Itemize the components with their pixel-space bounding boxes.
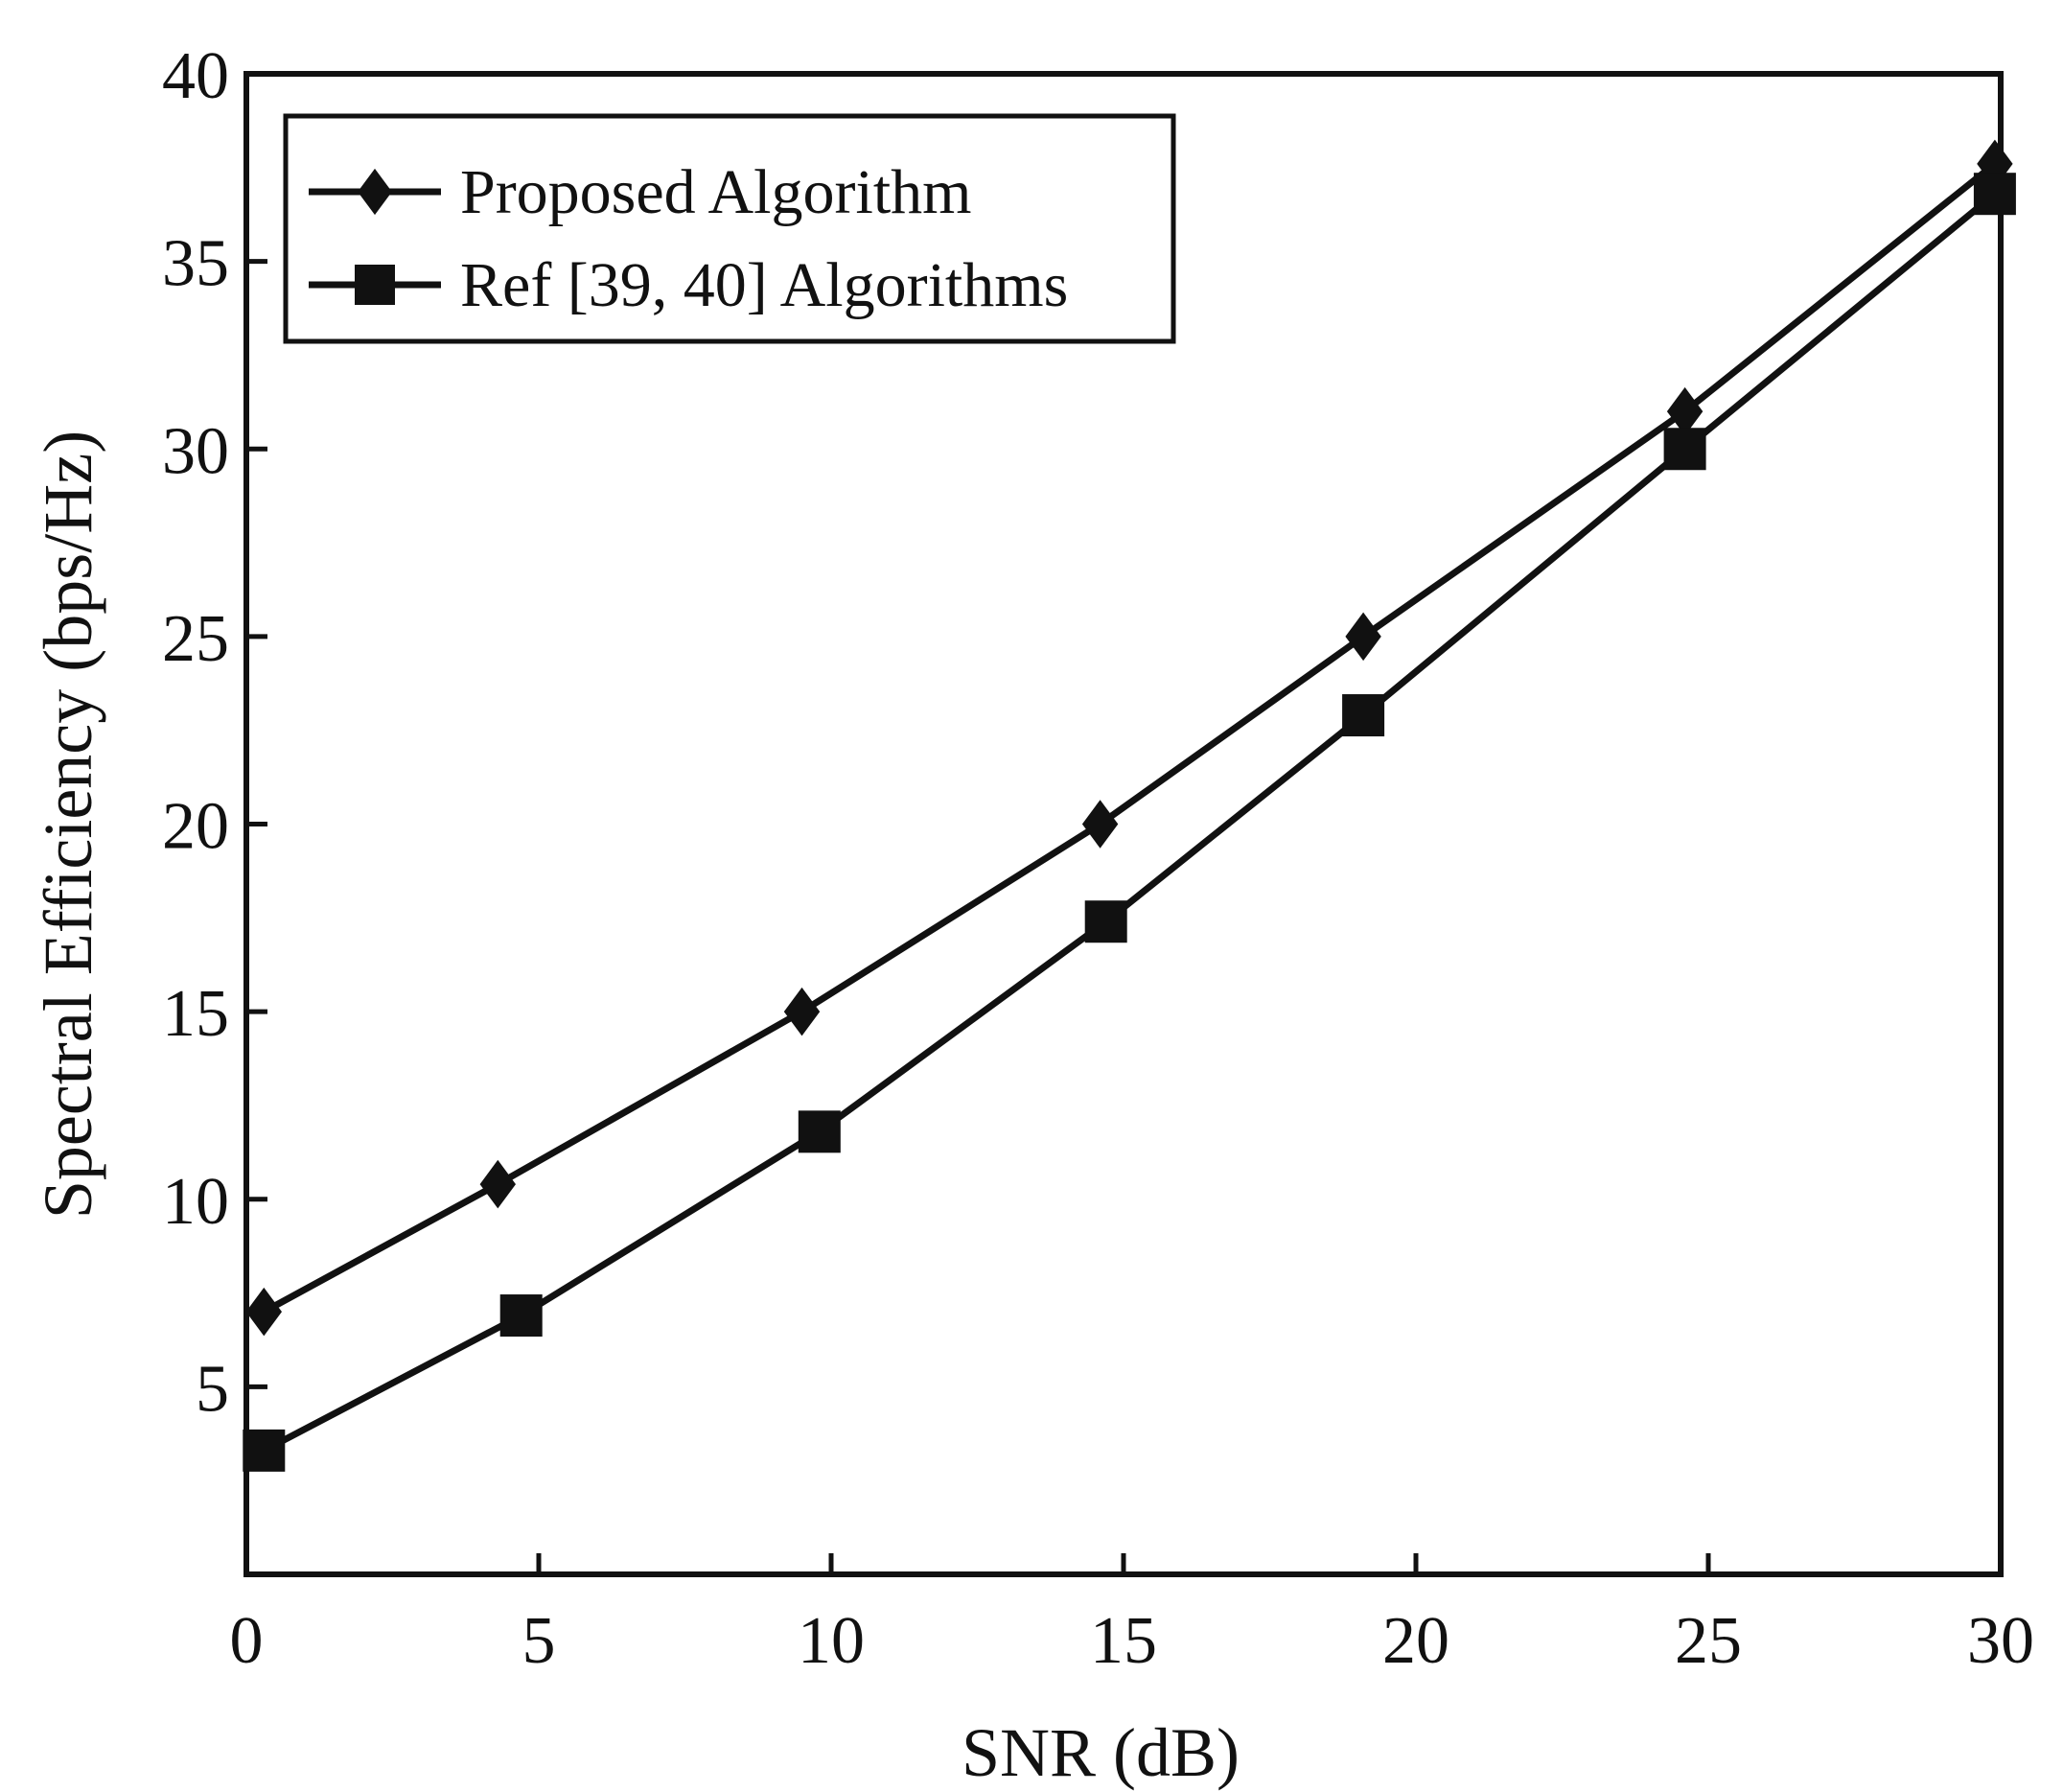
- legend-marker: [355, 265, 395, 305]
- legend-item-2: Ref [39, 40] Algorithms: [309, 250, 1068, 320]
- data-point: [783, 987, 821, 1036]
- y-tick-label: 25: [162, 602, 229, 676]
- series-2: [243, 173, 2016, 1472]
- x-tick-label: 25: [1675, 1604, 1742, 1678]
- legend: Proposed Algorithm Ref [39, 40] Algorithm…: [283, 113, 1176, 344]
- y-tick-label: 30: [162, 414, 229, 488]
- data-point: [243, 1429, 286, 1472]
- x-tick-label: 5: [522, 1604, 556, 1678]
- series-layer: [243, 139, 2016, 1472]
- data-point: [499, 1294, 543, 1338]
- data-point: [1345, 612, 1381, 662]
- legend-label: Proposed Algorithm: [460, 157, 972, 227]
- x-tick-label: 15: [1090, 1604, 1157, 1678]
- x-axis-title: SNR (dB): [962, 1714, 1240, 1791]
- y-tick-label: 35: [162, 227, 229, 301]
- legend-label: Ref [39, 40] Algorithms: [460, 250, 1068, 320]
- series-line: [262, 191, 1998, 1454]
- data-point: [1084, 900, 1127, 943]
- legend-marker: [358, 168, 392, 216]
- y-axis-title: Spectral Efficiency (bps/Hz): [30, 431, 106, 1219]
- data-point: [1663, 428, 1706, 471]
- data-point: [1666, 386, 1704, 436]
- data-point: [798, 1110, 841, 1153]
- legend-box: [283, 113, 1176, 344]
- y-tick-label: 40: [162, 39, 229, 113]
- legend-item-1: Proposed Algorithm: [309, 157, 972, 227]
- data-point: [1081, 800, 1119, 849]
- x-tick-label: 0: [230, 1604, 264, 1678]
- data-point: [245, 1287, 282, 1337]
- data-point: [1973, 173, 2016, 216]
- x-axis: 0 5 10 15 20 25 30: [230, 1553, 2034, 1678]
- y-tick-label: 15: [162, 977, 229, 1051]
- y-axis: 5 10 15 20 25 30 35 40: [162, 39, 267, 1426]
- data-point: [1342, 694, 1385, 737]
- y-tick-label: 5: [196, 1352, 229, 1426]
- y-tick-label: 10: [162, 1165, 229, 1239]
- y-tick-label: 20: [162, 790, 229, 864]
- data-point: [479, 1159, 516, 1209]
- x-tick-label: 10: [798, 1604, 865, 1678]
- x-tick-label: 20: [1382, 1604, 1449, 1678]
- x-tick-label: 30: [1967, 1604, 2034, 1678]
